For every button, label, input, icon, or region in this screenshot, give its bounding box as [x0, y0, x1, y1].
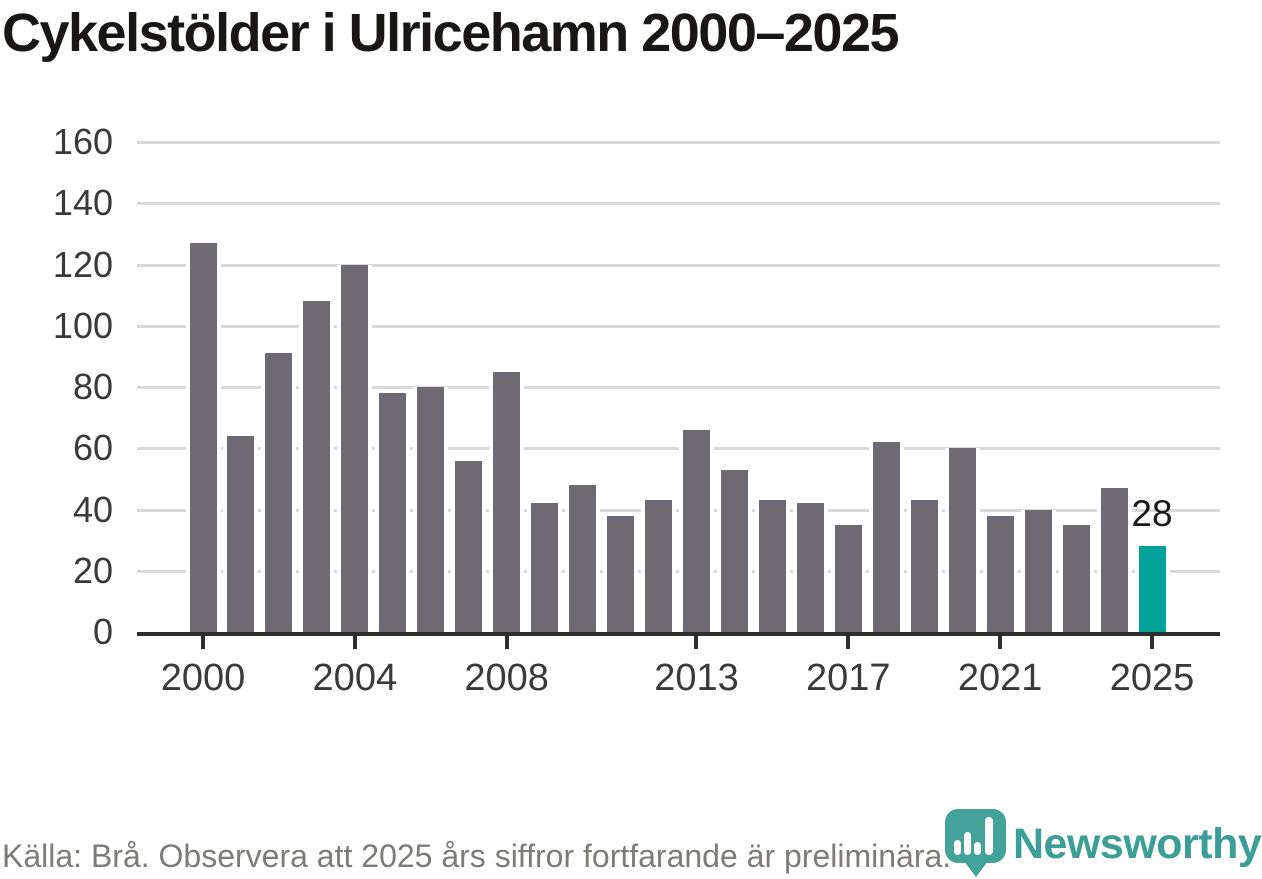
- bar-2019: [906, 500, 942, 632]
- x-axis-tick: [694, 636, 699, 649]
- x-axis-line: [137, 632, 1220, 636]
- bar-2015: [754, 500, 790, 632]
- gridline-140: [137, 202, 1220, 206]
- bar-2025: [1134, 546, 1170, 632]
- gridline-60: [137, 447, 1220, 451]
- bar-2010: [565, 485, 601, 632]
- newsworthy-logo: Newsworthy: [944, 808, 1262, 878]
- y-axis-tick-label: 0: [92, 611, 113, 652]
- gridline-120: [137, 263, 1220, 267]
- bar-2012: [641, 500, 677, 632]
- x-axis-tick-label: 2017: [806, 657, 891, 699]
- y-axis-tick-label: 140: [52, 182, 113, 224]
- gridline-20: [137, 569, 1220, 573]
- bar-2006: [413, 387, 449, 632]
- x-axis-tick-label: 2013: [654, 657, 739, 699]
- y-axis-tick-label: 120: [52, 243, 113, 285]
- x-axis-tick-label: 2025: [1109, 657, 1195, 699]
- y-axis-tick-label: 40: [72, 488, 113, 530]
- highlight-value-label: 28: [1131, 493, 1173, 535]
- bar-2009: [527, 503, 563, 632]
- bar-2002: [261, 353, 297, 632]
- y-axis-tick-label: 80: [72, 366, 113, 407]
- bar-2013: [678, 429, 714, 632]
- gridline-80: [137, 386, 1220, 389]
- bar-2000: [185, 243, 221, 632]
- y-axis-tick-label: 100: [52, 304, 113, 346]
- gridline-160: [137, 141, 1220, 144]
- bar-2003: [299, 301, 335, 632]
- bar-2008: [489, 371, 525, 632]
- x-axis-tick: [201, 636, 205, 649]
- source-note: Källa: Brå. Observera att 2025 års siffr…: [2, 838, 952, 874]
- bar-2021: [982, 515, 1018, 632]
- newsworthy-wordmark: Newsworthy: [1013, 819, 1262, 868]
- chart-title: Cykelstölder i Ulricehamn 2000–2025: [2, 3, 900, 63]
- x-axis-tick-label: 2004: [312, 657, 398, 699]
- x-axis-tick: [352, 636, 357, 649]
- bar-2004: [337, 264, 373, 632]
- x-axis-tick: [846, 636, 851, 649]
- bar-2018: [868, 442, 904, 632]
- bar-2020: [944, 448, 980, 632]
- y-axis-tick-label: 160: [52, 121, 113, 162]
- x-axis-tick-label: 2021: [957, 657, 1043, 699]
- x-axis-tick-label: 2008: [464, 657, 549, 699]
- bar-2007: [451, 460, 487, 632]
- bar-2014: [716, 469, 752, 632]
- bar-2005: [375, 393, 411, 632]
- x-axis-tick: [504, 636, 509, 649]
- newsworthy-pin-icon: [945, 809, 1006, 877]
- y-axis-tick-label: 20: [72, 549, 113, 591]
- bar-2024: [1096, 488, 1132, 632]
- y-axis-tick-label: 60: [72, 427, 113, 469]
- bar-2022: [1020, 509, 1056, 632]
- bar-2016: [792, 503, 828, 632]
- bar-2023: [1058, 524, 1094, 632]
- x-axis-tick: [998, 636, 1003, 649]
- bar-2001: [223, 436, 259, 632]
- x-axis-tick-label: 2000: [160, 657, 246, 699]
- gridline-40: [137, 508, 1220, 512]
- x-axis-tick: [1150, 636, 1154, 649]
- gridline-100: [137, 324, 1220, 328]
- bar-2017: [830, 524, 866, 632]
- bar-2011: [603, 515, 639, 632]
